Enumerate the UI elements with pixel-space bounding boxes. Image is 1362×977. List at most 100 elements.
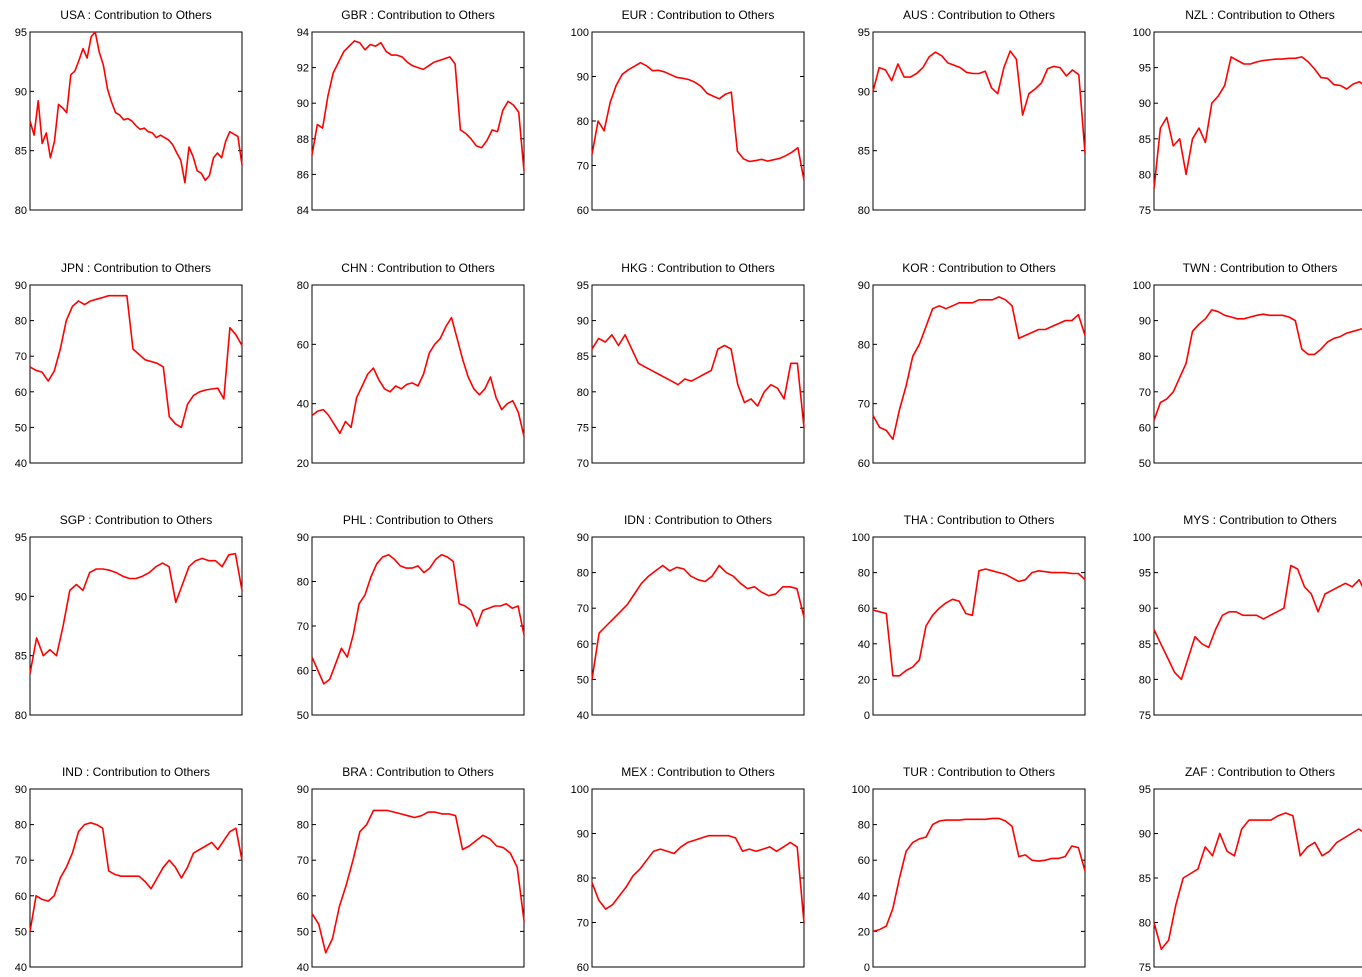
panel-aus: AUS : Contribution to Others 80 85 90 95 [858,8,1086,217]
y-tick-label: 70 [577,918,589,930]
y-tick-label: 80 [1139,351,1151,363]
series-line-hkg [591,333,805,428]
y-tick-label: 20 [297,458,309,470]
y-tick-label: 85 [1139,639,1151,651]
y-tick-label: 60 [577,205,589,217]
y-tick-label: 80 [858,568,870,580]
y-tick-label: 70 [577,161,589,173]
y-tick-label: 86 [297,169,309,181]
y-tick-label: 60 [15,387,27,399]
y-tick-label: 85 [577,351,589,363]
y-tick-label: 60 [297,666,309,678]
y-tick-label: 80 [1139,918,1151,930]
panel-title: TWN : Contribution to Others [1183,261,1338,275]
panel-mex: MEX : Contribution to Others 60 70 80 90 100 [571,765,805,974]
series-line-nzl [1153,56,1362,189]
y-tick-label: 80 [297,280,309,292]
y-tick-label: 40 [297,399,309,411]
axes-box [311,788,525,968]
panel-title: JPN : Contribution to Others [61,261,211,275]
y-tick-label: 95 [1139,63,1151,75]
series-line-phl [311,553,525,685]
y-tick-label: 60 [15,891,27,903]
y-tick-label: 90 [297,532,309,544]
y-tick-label: 70 [15,351,27,363]
series-line-tur [872,817,1086,933]
panel-title: MEX : Contribution to Others [621,765,774,779]
series-line-ind [29,821,243,932]
y-tick-label: 85 [858,146,870,158]
panel-ind: IND : Contribution to Others 40 50 60 70 80 90 [15,765,243,974]
panel-title: SGP : Contribution to Others [60,513,213,527]
y-tick-label: 85 [15,651,27,663]
y-tick-label: 90 [1139,603,1151,615]
y-tick-label: 50 [577,674,589,686]
axes-box [29,536,243,716]
y-tick-label: 95 [1139,784,1151,796]
axes-box [311,31,525,211]
panel-title: USA : Contribution to Others [60,8,211,22]
series-line-bra [311,809,525,954]
y-tick-label: 90 [1139,98,1151,110]
y-tick-label: 70 [577,458,589,470]
y-tick-label: 80 [15,316,27,328]
y-tick-label: 40 [297,962,309,974]
y-tick-label: 80 [15,205,27,217]
y-tick-label: 0 [864,962,870,974]
axes-box [591,284,805,464]
y-tick-label: 20 [858,674,870,686]
panel-title: KOR : Contribution to Others [902,261,1055,275]
panel-bra: BRA : Contribution to Others 40 50 60 70 80 90 [297,765,525,974]
y-tick-label: 80 [577,873,589,885]
series-line-chn [311,316,525,437]
y-tick-label: 80 [1139,169,1151,181]
series-line-gbr [311,40,525,171]
y-tick-label: 100 [852,532,870,544]
y-tick-label: 75 [1139,962,1151,974]
y-tick-label: 80 [577,387,589,399]
y-tick-label: 70 [297,855,309,867]
y-tick-label: 100 [571,27,589,39]
series-line-kor [872,296,1086,441]
axes-box [1153,536,1362,716]
y-tick-label: 50 [297,926,309,938]
series-line-tha [872,568,1086,677]
series-line-usa [29,31,243,184]
y-tick-label: 40 [858,891,870,903]
y-tick-label: 60 [297,339,309,351]
panel-title: ZAF : Contribution to Others [1185,765,1335,779]
panel-title: NZL : Contribution to Others [1185,8,1335,22]
panel-jpn: JPN : Contribution to Others 40 50 60 70 80 90 [15,261,243,470]
y-tick-label: 70 [858,399,870,411]
y-tick-label: 100 [571,784,589,796]
y-tick-label: 85 [15,146,27,158]
y-tick-label: 50 [297,710,309,722]
y-tick-label: 40 [15,962,27,974]
y-tick-label: 75 [577,422,589,434]
y-tick-label: 95 [1139,568,1151,580]
panel-title: HKG : Contribution to Others [621,261,774,275]
y-tick-label: 88 [297,134,309,146]
series-line-mys [1153,564,1362,681]
y-tick-label: 40 [15,458,27,470]
y-tick-label: 90 [858,86,870,98]
panel-title: PHL : Contribution to Others [343,513,493,527]
y-tick-label: 80 [297,577,309,589]
y-tick-label: 90 [1139,316,1151,328]
y-tick-label: 80 [858,820,870,832]
y-tick-label: 90 [15,591,27,603]
y-tick-label: 84 [297,205,309,217]
y-tick-label: 92 [297,63,309,75]
y-tick-label: 75 [1139,205,1151,217]
panel-tur: TUR : Contribution to Others 0 20 40 60 80 100 [852,765,1086,974]
y-tick-label: 90 [577,72,589,84]
axes-box [1153,788,1362,968]
axes-box [872,284,1086,464]
y-tick-label: 80 [577,116,589,128]
panel-sgp: SGP : Contribution to Others 80 85 90 95 [15,513,243,722]
y-tick-label: 60 [858,458,870,470]
axes-box [872,788,1086,968]
panel-title: GBR : Contribution to Others [341,8,494,22]
series-line-twn [1153,309,1362,421]
